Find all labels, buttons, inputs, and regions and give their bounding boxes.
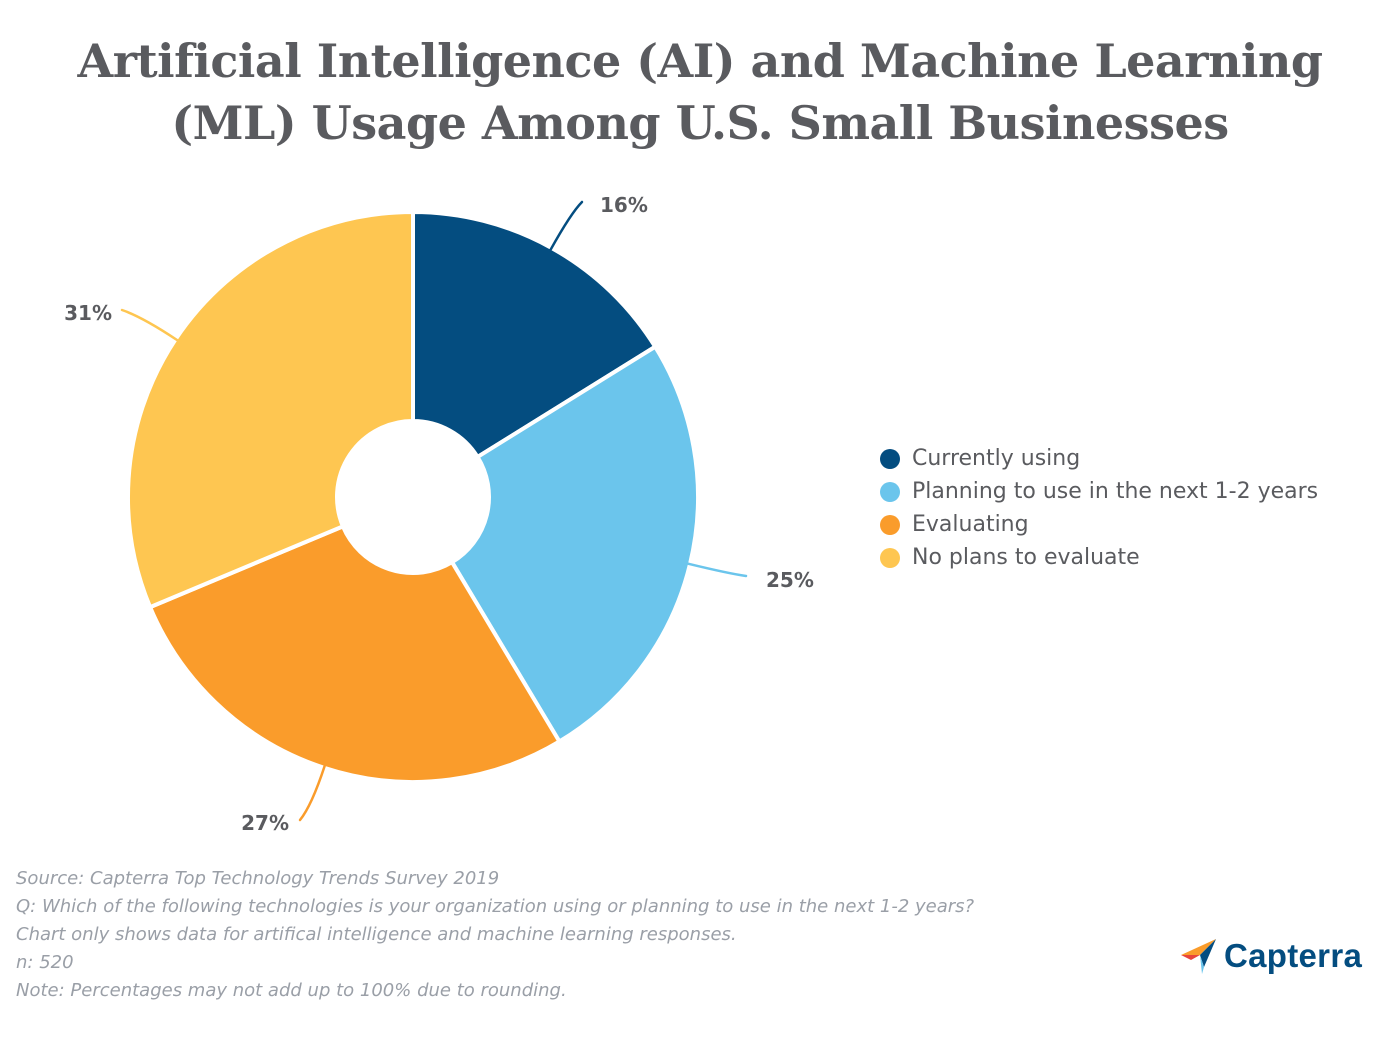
capterra-logo: Capterra	[1180, 937, 1362, 975]
data-label-no-plans: 31%	[64, 301, 112, 325]
capterra-logo-icon	[1181, 939, 1216, 974]
footnote-question: Q: Which of the following technologies i…	[16, 896, 975, 917]
legend-swatch	[880, 547, 900, 568]
footnotes: Source: Capterra Top Technology Trends S…	[16, 865, 1116, 1005]
legend-item-no-plans: No plans to evaluate	[880, 541, 1318, 574]
brand-name: Capterra	[1224, 937, 1363, 974]
legend-label: Planning to use in the next 1-2 years	[912, 479, 1319, 504]
leader-line-evaluating	[298, 764, 326, 822]
slice-no-plans	[126, 210, 415, 610]
legend-item-evaluating: Evaluating	[880, 508, 1318, 541]
leader-line-no-plans	[120, 308, 179, 342]
legend-swatch	[880, 481, 900, 502]
legend: Currently using Planning to use in the n…	[880, 442, 1318, 574]
legend-label: Evaluating	[912, 512, 1029, 537]
legend-item-currently-using: Currently using	[880, 442, 1318, 475]
leader-line-currently-using	[549, 200, 584, 251]
footnote-source: Source: Capterra Top Technology Trends S…	[16, 868, 500, 889]
legend-swatch	[880, 514, 900, 535]
legend-label: No plans to evaluate	[912, 545, 1140, 570]
data-label-evaluating: 27%	[241, 811, 289, 835]
leader-line-planning	[686, 562, 748, 578]
chart-title: Artificial Intelligence (AI) and Machine…	[77, 34, 1324, 150]
footnote-scope: Chart only shows data for artifical inte…	[16, 924, 737, 945]
legend-label: Currently using	[912, 446, 1081, 471]
slice-planning	[450, 344, 700, 744]
legend-item-planning: Planning to use in the next 1-2 years	[880, 475, 1318, 508]
data-label-currently-using: 16%	[600, 193, 648, 217]
footnote-note: Note: Percentages may not add up to 100%…	[16, 980, 567, 1001]
legend-swatch	[880, 448, 900, 469]
data-label-planning: 25%	[766, 568, 814, 592]
slice-currently-using	[411, 210, 658, 459]
footnote-sample-size: n: 520	[16, 952, 74, 973]
slice-evaluating	[148, 524, 562, 784]
